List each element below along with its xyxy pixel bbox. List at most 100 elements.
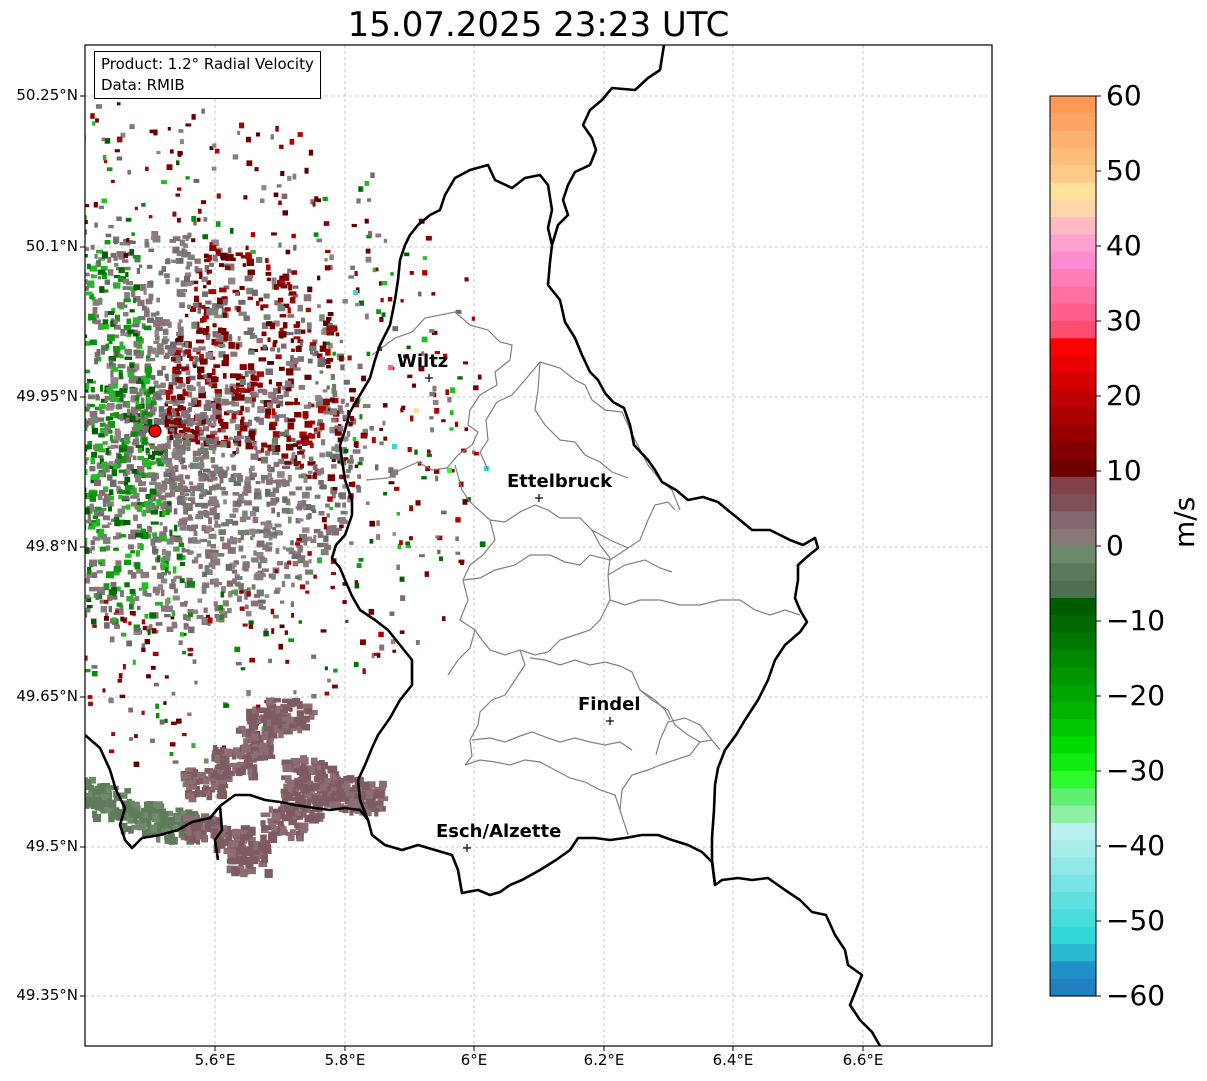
colorbar-band bbox=[1050, 390, 1096, 409]
colorbar-band bbox=[1050, 615, 1096, 634]
lon-label-6-6: 6.6°E bbox=[842, 1051, 884, 1069]
colorbar-band bbox=[1050, 753, 1096, 772]
colorbar-tick-m10: −10 bbox=[1106, 604, 1166, 637]
colorbar-band bbox=[1050, 147, 1096, 166]
colorbar-band bbox=[1050, 251, 1096, 270]
colorbar-band bbox=[1050, 874, 1096, 893]
plot-area bbox=[85, 45, 992, 1046]
city-label-ettelbruck: Ettelbruck bbox=[507, 471, 613, 492]
colorbar-tick-m40: −40 bbox=[1106, 829, 1166, 862]
ettelbruck-marker bbox=[535, 494, 543, 502]
colorbar-band bbox=[1050, 494, 1096, 512]
colorbar-band bbox=[1050, 580, 1096, 599]
colorbar-band bbox=[1050, 961, 1096, 980]
colorbar-band bbox=[1050, 372, 1096, 391]
colorbar-band bbox=[1050, 113, 1096, 132]
plot-frame bbox=[84, 44, 993, 1047]
colorbar-band bbox=[1050, 407, 1096, 426]
lat-label-49-5: 49.5°N bbox=[25, 837, 78, 855]
lat-label-49-65: 49.65°N bbox=[16, 687, 78, 705]
colorbar-band bbox=[1050, 182, 1096, 201]
colorbar-band bbox=[1050, 424, 1096, 443]
city-label-esch-alzette: Esch/Alzette bbox=[436, 821, 562, 842]
colorbar-band bbox=[1050, 528, 1096, 547]
colorbar-band bbox=[1050, 476, 1096, 495]
colorbar-band bbox=[1050, 822, 1096, 841]
lon-label-6-4: 6.4°E bbox=[712, 1051, 754, 1069]
colorbar-band bbox=[1050, 926, 1096, 945]
lon-label-5-6: 5.6°E bbox=[194, 1051, 236, 1069]
colorbar-band bbox=[1050, 667, 1096, 686]
colorbar-band bbox=[1050, 892, 1096, 911]
colorbar-band bbox=[1050, 563, 1096, 582]
colorbar bbox=[1050, 96, 1096, 997]
lat-label-49-35: 49.35°N bbox=[16, 986, 78, 1004]
colorbar-band bbox=[1050, 269, 1096, 287]
colorbar-tick-m30: −30 bbox=[1106, 754, 1166, 787]
colorbar-band bbox=[1050, 805, 1096, 824]
colorbar-tick-50: 50 bbox=[1106, 154, 1142, 187]
lat-label-49-8: 49.8°N bbox=[25, 537, 78, 555]
colorbar-band bbox=[1050, 96, 1096, 114]
colorbar-unit-label: m/s bbox=[1168, 496, 1201, 548]
lat-label-50-1: 50.1°N bbox=[25, 237, 78, 255]
country-borders bbox=[85, 45, 882, 1046]
colorbar-band bbox=[1050, 459, 1096, 478]
colorbar-band bbox=[1050, 857, 1096, 876]
colorbar-band bbox=[1050, 217, 1096, 236]
map-title: 15.07.2025 23:23 UTC bbox=[347, 5, 730, 45]
findel-marker bbox=[606, 717, 614, 725]
colorbar-band bbox=[1050, 597, 1096, 616]
colorbar-tick-m20: −20 bbox=[1106, 679, 1166, 712]
radar-site-marker bbox=[148, 424, 162, 438]
lon-label-5-8: 5.8°E bbox=[324, 1051, 366, 1069]
colorbar-band bbox=[1050, 684, 1096, 703]
lon-label-6-2: 6.2°E bbox=[583, 1051, 625, 1069]
colorbar-band bbox=[1050, 355, 1096, 374]
colorbar-band bbox=[1050, 909, 1096, 928]
colorbar-band bbox=[1050, 303, 1096, 322]
colorbar-band bbox=[1050, 286, 1096, 305]
colorbar-band bbox=[1050, 701, 1096, 720]
city-markers bbox=[425, 374, 614, 852]
colorbar-band bbox=[1050, 338, 1096, 357]
wiltz-marker bbox=[425, 374, 433, 382]
colorbar-tick-20: 20 bbox=[1106, 379, 1142, 412]
colorbar-band bbox=[1050, 978, 1096, 997]
esch-marker bbox=[463, 844, 471, 852]
colorbar-band bbox=[1050, 719, 1096, 737]
colorbar-band bbox=[1050, 130, 1096, 149]
product-info-box: Product: 1.2° Radial Velocity Data: RMIB bbox=[94, 51, 321, 99]
colorbar-band bbox=[1050, 632, 1096, 651]
colorbar-tick-10: 10 bbox=[1106, 454, 1142, 487]
colorbar-band bbox=[1050, 199, 1096, 218]
lon-label-6: 6°E bbox=[460, 1051, 488, 1069]
data-source-label: Data: RMIB bbox=[101, 76, 185, 94]
city-label-wiltz: Wiltz bbox=[397, 351, 449, 372]
radar-echoes bbox=[85, 102, 489, 878]
colorbar-band bbox=[1050, 442, 1096, 461]
colorbar-band bbox=[1050, 944, 1096, 962]
colorbar-band bbox=[1050, 771, 1096, 789]
colorbar-tick-m50: −50 bbox=[1106, 904, 1166, 937]
colorbar-tick-60: 60 bbox=[1106, 79, 1142, 112]
product-label: Product: 1.2° Radial Velocity bbox=[101, 55, 314, 73]
colorbar-tick-0: 0 bbox=[1106, 529, 1124, 562]
colorbar-band bbox=[1050, 321, 1096, 339]
lat-label-49-95: 49.95°N bbox=[16, 387, 78, 405]
colorbar-tick-m60: −60 bbox=[1106, 979, 1166, 1012]
colorbar-band bbox=[1050, 736, 1096, 755]
colorbar-band bbox=[1050, 788, 1096, 807]
colorbar-band bbox=[1050, 165, 1096, 184]
colorbar-band bbox=[1050, 649, 1096, 668]
colorbar-band bbox=[1050, 511, 1096, 530]
colorbar-tick-40: 40 bbox=[1106, 229, 1142, 262]
canton-borders bbox=[365, 311, 801, 836]
colorbar-band bbox=[1050, 234, 1096, 253]
colorbar-band bbox=[1050, 840, 1096, 859]
city-label-findel: Findel bbox=[578, 694, 641, 715]
colorbar-band bbox=[1050, 546, 1096, 564]
lat-label-50-25: 50.25°N bbox=[16, 86, 78, 104]
colorbar-tick-30: 30 bbox=[1106, 304, 1142, 337]
